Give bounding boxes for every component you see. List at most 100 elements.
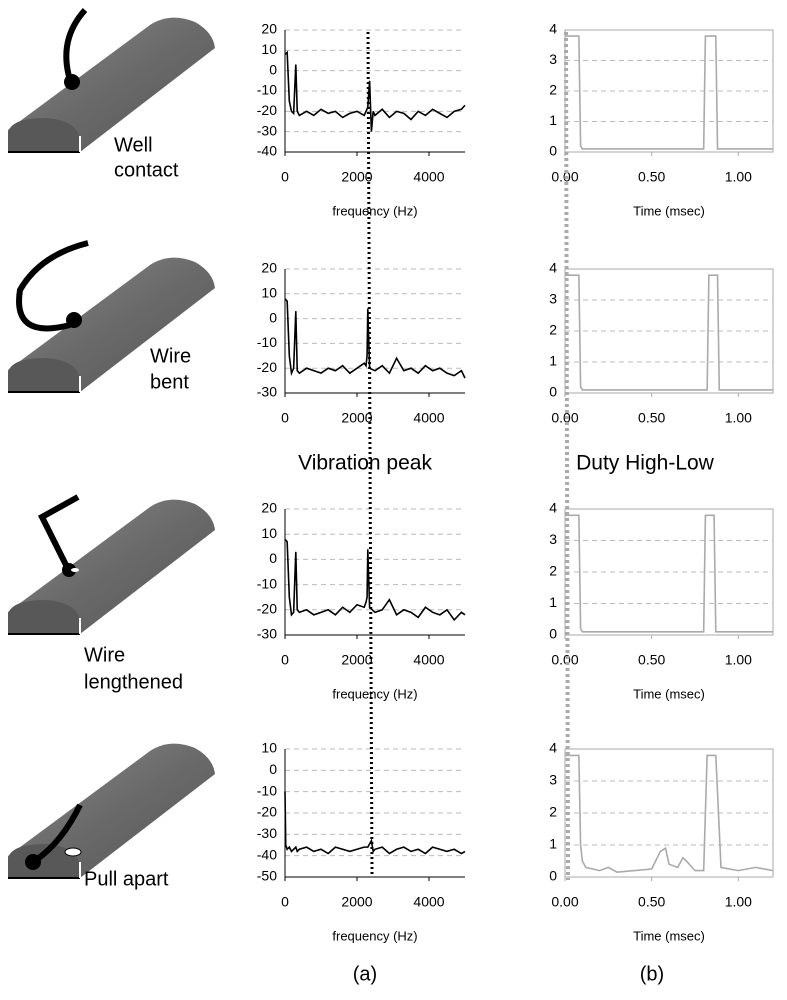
y-tick-label: -40 — [257, 143, 277, 159]
row-label: Well — [114, 134, 153, 156]
y-tick-label: 20 — [261, 500, 277, 516]
x-axis-label: Time (msec) — [633, 203, 705, 218]
y-tick-label: 2 — [549, 322, 557, 338]
y-tick-label: 10 — [261, 41, 277, 57]
data-line — [284, 791, 466, 855]
data-line — [565, 754, 774, 874]
x-tick-label: 0.00 — [551, 652, 578, 668]
plot-frame — [564, 748, 774, 878]
y-tick-label: 4 — [549, 740, 557, 756]
row-label: Wire — [84, 644, 125, 666]
y-tick-label: 3 — [549, 531, 557, 547]
annotation: Duty High-Low — [576, 452, 715, 475]
data-line — [565, 35, 773, 150]
x-axis-label: frequency (Hz) — [332, 928, 417, 943]
y-tick-label: -40 — [257, 846, 277, 862]
x-tick-label: 2000 — [341, 169, 372, 185]
x-tick-label: 4000 — [413, 652, 444, 668]
y-tick-label: 20 — [261, 21, 277, 37]
y-tick-label: -30 — [257, 384, 277, 400]
x-tick-label: 4000 — [413, 410, 444, 426]
y-tick-label: -30 — [257, 122, 277, 138]
x-tick-label: 4000 — [413, 894, 444, 910]
x-axis-label: Time (msec) — [633, 928, 705, 943]
panel-label: (b) — [640, 963, 664, 985]
y-tick-label: -10 — [257, 82, 277, 98]
y-tick-label: 2 — [549, 82, 557, 98]
y-tick-label: 2 — [549, 563, 557, 579]
y-tick-label: 10 — [261, 740, 277, 756]
x-axis-label: frequency (Hz) — [332, 686, 417, 701]
x-tick-label: 0 — [281, 894, 289, 910]
x-tick-label: 2000 — [341, 410, 372, 426]
row-label: Pull apart — [84, 868, 169, 890]
duty-guide — [564, 31, 570, 881]
x-tick-label: 0 — [281, 410, 289, 426]
y-tick-label: 3 — [549, 291, 557, 307]
y-tick-label: 3 — [549, 772, 557, 788]
x-tick-label: 1.00 — [725, 169, 752, 185]
y-tick-label: -20 — [257, 804, 277, 820]
axes — [284, 509, 465, 636]
y-tick-label: 0 — [269, 61, 277, 77]
x-tick-label: 4000 — [413, 169, 444, 185]
x-tick-label: 0.50 — [638, 894, 665, 910]
y-tick-label: 10 — [261, 525, 277, 541]
row-label: contact — [114, 159, 179, 181]
y-tick-label: -50 — [257, 868, 277, 884]
y-tick-label: 1 — [549, 836, 557, 852]
x-tick-label: 0.50 — [638, 169, 665, 185]
y-tick-label: -10 — [257, 782, 277, 798]
data-line — [284, 538, 466, 622]
y-tick-label: -30 — [257, 626, 277, 642]
y-tick-label: 1 — [549, 594, 557, 610]
data-line — [284, 50, 466, 132]
y-tick-label: 0 — [549, 384, 557, 400]
y-tick-label: 1 — [549, 353, 557, 369]
y-tick-label: 0 — [549, 626, 557, 642]
row-label: bent — [150, 371, 189, 393]
y-tick-label: 4 — [549, 500, 557, 516]
x-tick-label: 0.50 — [638, 410, 665, 426]
x-tick-label: 0 — [281, 169, 289, 185]
plot-frame — [564, 508, 774, 636]
x-tick-label: 0.50 — [638, 652, 665, 668]
x-tick-label: 0 — [281, 652, 289, 668]
y-tick-label: 20 — [261, 260, 277, 276]
row-label: lengthened — [84, 671, 183, 693]
plot-frame — [564, 29, 774, 153]
y-tick-label: 0 — [269, 550, 277, 566]
axes — [284, 269, 465, 394]
x-tick-label: 1.00 — [725, 894, 752, 910]
plot-frame — [564, 268, 774, 394]
y-tick-label: -10 — [257, 575, 277, 591]
y-tick-label: 0 — [269, 309, 277, 325]
row-label: Wire — [150, 345, 191, 367]
data-line — [565, 274, 773, 391]
illustration — [7, 7, 216, 879]
y-tick-label: 0 — [549, 868, 557, 884]
y-tick-label: -20 — [257, 102, 277, 118]
y-tick-label: 3 — [549, 51, 557, 67]
y-tick-label: -30 — [257, 825, 277, 841]
y-tick-label: 4 — [549, 21, 557, 37]
x-tick-label: 0.00 — [551, 894, 578, 910]
panel-label: (a) — [353, 963, 377, 985]
annotation: Vibration peak — [298, 452, 432, 475]
y-tick-label: 0 — [269, 761, 277, 777]
x-tick-label: 1.00 — [725, 652, 752, 668]
y-tick-label: 1 — [549, 112, 557, 128]
y-tick-label: -20 — [257, 601, 277, 617]
data-line — [565, 514, 773, 633]
y-tick-label: 4 — [549, 260, 557, 276]
y-tick-label: -20 — [257, 359, 277, 375]
axes — [284, 30, 465, 153]
x-tick-label: 2000 — [341, 894, 372, 910]
y-tick-label: 0 — [549, 143, 557, 159]
y-tick-label: 2 — [549, 804, 557, 820]
data-line — [284, 298, 466, 379]
peak-guide — [366, 31, 374, 876]
x-tick-label: 1.00 — [725, 410, 752, 426]
y-tick-label: -10 — [257, 334, 277, 350]
